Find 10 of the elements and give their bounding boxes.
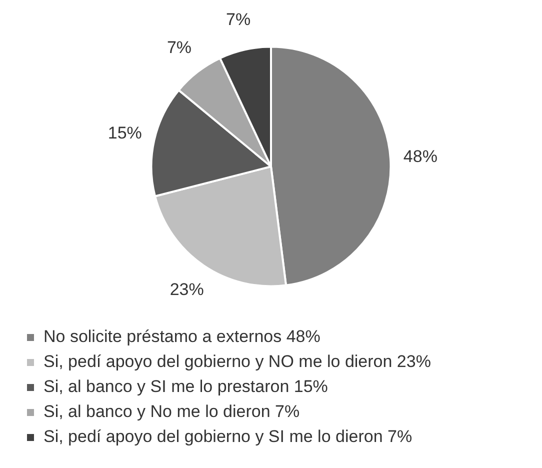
legend-label: Si, pedí apoyo del gobierno y SI me lo dieron 7%: [44, 427, 412, 446]
legend-label: No solicite préstamo a externos 48%: [44, 327, 320, 346]
data-label: 48%: [403, 146, 438, 166]
data-label: 23%: [170, 280, 204, 300]
data-label: 7%: [226, 10, 251, 30]
legend-label: Si, al banco y No me lo dieron 7%: [44, 402, 300, 422]
legend-label: Si, pedí apoyo del gobierno y NO me lo dieron 23%: [44, 352, 431, 372]
data-label: 7%: [166, 38, 192, 57]
legend-label: Si, al banco y SI me lo prestaron 15%: [44, 377, 328, 396]
data-label: 15%: [108, 124, 142, 143]
